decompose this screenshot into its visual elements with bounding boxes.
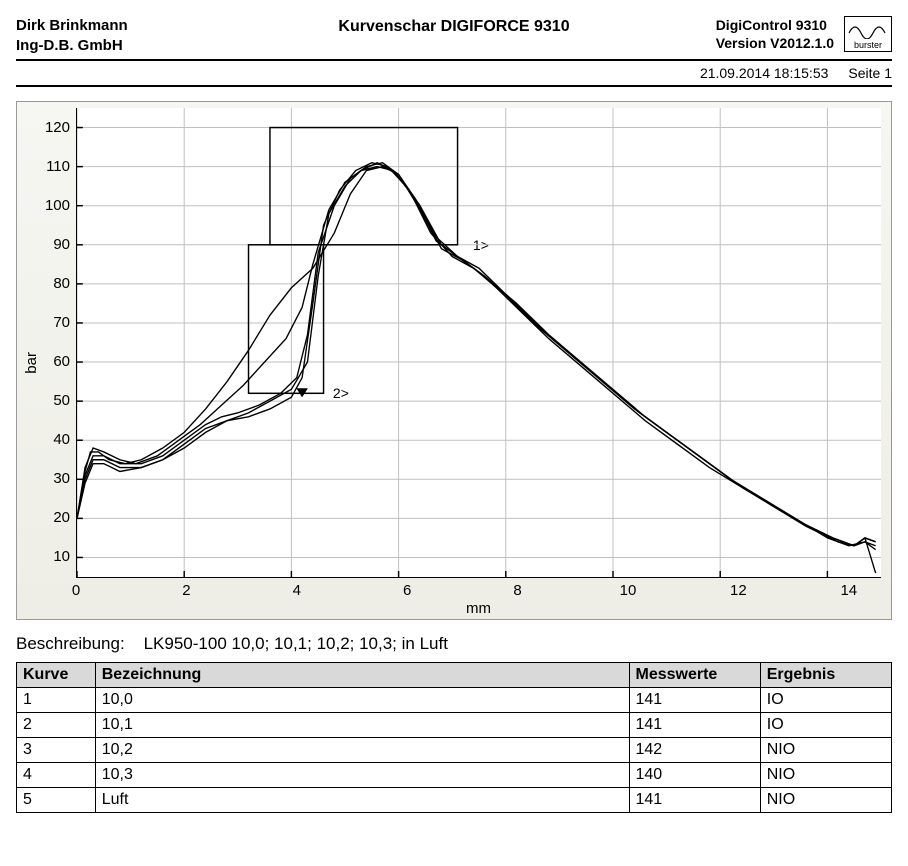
ytick-label: 40: [53, 431, 70, 448]
table-row: 310,2142NIO: [17, 738, 892, 763]
table-cell: 10,1: [95, 713, 629, 738]
plot-area: 1>2>: [76, 108, 881, 578]
table-cell: 10,2: [95, 738, 629, 763]
curve-10,0: [77, 167, 876, 546]
ytick-label: 70: [53, 314, 70, 331]
xtick-label: 4: [293, 582, 301, 599]
y-axis-ticks: 120 110 100 90 80 70 60 50 40 30 20 10: [42, 108, 76, 577]
table-header-cell: Kurve: [17, 663, 96, 688]
table-row: 210,1141IO: [17, 713, 892, 738]
table-body: 110,0141IO210,1141IO310,2142NIO410,3140N…: [17, 688, 892, 813]
table-cell: Luft: [95, 788, 629, 813]
description-value: LK950-100 10,0; 10,1; 10,2; 10,3; in Luf…: [144, 634, 448, 653]
table-header-cell: Bezeichnung: [95, 663, 629, 688]
software-version: Version V2012.1.0: [716, 34, 834, 52]
report-subheader: 21.09.2014 18:15:53 Seite 1: [16, 61, 892, 87]
header-right: DigiControl 9310 Version V2012.1.0 burst…: [600, 16, 892, 52]
curve-10,3: [77, 163, 876, 550]
ytick-label: 100: [45, 197, 70, 214]
table-cell: NIO: [760, 763, 891, 788]
description-row: Beschreibung: LK950-100 10,0; 10,1; 10,2…: [16, 634, 892, 654]
ytick-label: 80: [53, 275, 70, 292]
table-header-cell: Ergebnis: [760, 663, 891, 688]
table-cell: 3: [17, 738, 96, 763]
table-cell: NIO: [760, 788, 891, 813]
report-title: Kurvenschar DIGIFORCE 9310: [308, 16, 600, 36]
table-header-cell: Messwerte: [629, 663, 760, 688]
ytick-label: 90: [53, 236, 70, 253]
y-axis-label: bar: [21, 352, 42, 374]
table-cell: IO: [760, 713, 891, 738]
x-axis-label: mm: [76, 598, 881, 617]
ytick-label: 10: [53, 548, 70, 565]
table-cell: 142: [629, 738, 760, 763]
logo-text: burster: [854, 40, 882, 50]
xtick-label: 6: [403, 582, 411, 599]
table-cell: 5: [17, 788, 96, 813]
table-header-row: KurveBezeichnungMesswerteErgebnis: [17, 663, 892, 688]
table-row: 110,0141IO: [17, 688, 892, 713]
xtick-label: 2: [182, 582, 190, 599]
timestamp: 21.09.2014 18:15:53: [700, 65, 828, 81]
table-cell: 2: [17, 713, 96, 738]
table-row: 5Luft141NIO: [17, 788, 892, 813]
curve-10,2: [77, 163, 876, 546]
results-table: KurveBezeichnungMesswerteErgebnis 110,01…: [16, 662, 892, 813]
chart-frame: bar 120 110 100 90 80 70 60 50 40 30 20 10 1>2> 0 2 4…: [16, 101, 892, 620]
ytick-label: 120: [45, 119, 70, 136]
table-cell: 141: [629, 713, 760, 738]
ytick-label: 20: [53, 509, 70, 526]
table-cell: 10,3: [95, 763, 629, 788]
company-name: Ing-D.B. GmbH: [16, 36, 308, 56]
table-row: 410,3140NIO: [17, 763, 892, 788]
header-left: Dirk Brinkmann Ing-D.B. GmbH: [16, 16, 308, 55]
software-name: DigiControl 9310: [716, 16, 834, 34]
xtick-label: 12: [730, 582, 747, 599]
ytick-label: 30: [53, 470, 70, 487]
table-cell: NIO: [760, 738, 891, 763]
ytick-label: 110: [46, 158, 70, 175]
page-number: Seite 1: [848, 65, 892, 81]
ytick-label: 50: [53, 392, 70, 409]
curve-10,1: [77, 163, 876, 546]
table-cell: 10,0: [95, 688, 629, 713]
burster-logo: burster: [844, 16, 892, 52]
curve-Luft: [77, 167, 876, 573]
xtick-label: 0: [72, 582, 80, 599]
x-axis-ticks: 02468101214: [76, 578, 881, 598]
description-label: Beschreibung:: [16, 634, 125, 653]
table-cell: IO: [760, 688, 891, 713]
ytick-label: 60: [53, 353, 70, 370]
table-cell: 141: [629, 688, 760, 713]
logo-wave-icon: [847, 19, 891, 39]
table-cell: 141: [629, 788, 760, 813]
xtick-label: 14: [840, 582, 857, 599]
table-cell: 4: [17, 763, 96, 788]
xtick-label: 10: [620, 582, 637, 599]
company-person: Dirk Brinkmann: [16, 16, 308, 36]
table-cell: 140: [629, 763, 760, 788]
xtick-label: 8: [513, 582, 521, 599]
table-cell: 1: [17, 688, 96, 713]
report-header: Dirk Brinkmann Ing-D.B. GmbH Kurvenschar…: [16, 16, 892, 61]
